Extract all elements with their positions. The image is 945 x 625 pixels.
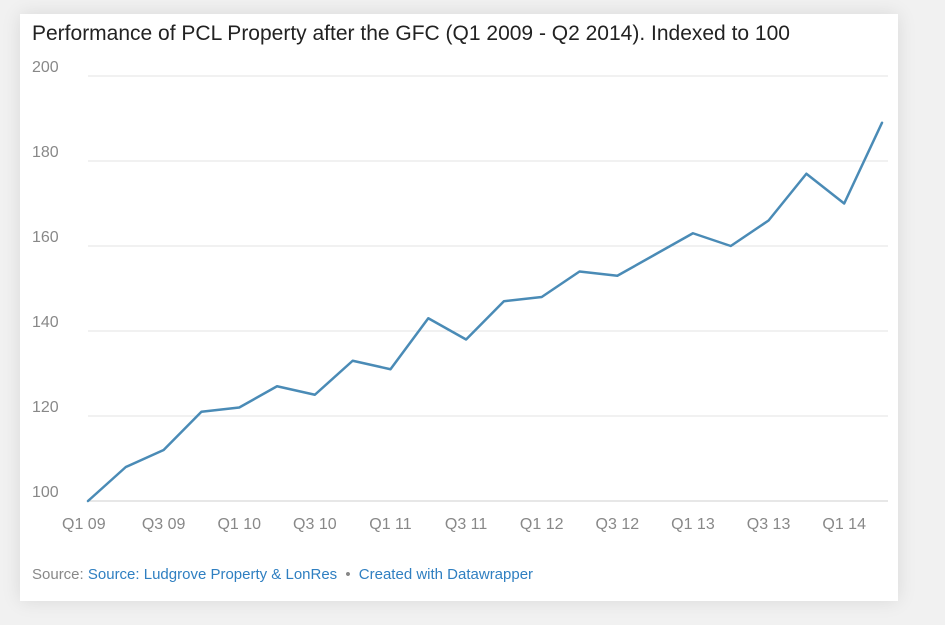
x-tick-label: Q1 12 (520, 516, 564, 533)
x-tick-label: Q1 14 (822, 516, 866, 533)
data-point[interactable] (385, 364, 395, 374)
y-tick-label: 200 (32, 59, 59, 76)
datawrapper-link[interactable]: Created with Datawrapper (358, 566, 534, 583)
source-link[interactable]: Source: Ludgrove Property & LonRes (87, 566, 338, 583)
data-point[interactable] (537, 292, 547, 302)
y-tick-label: 120 (32, 399, 59, 416)
x-tick-label: Q1 13 (671, 516, 715, 533)
data-point[interactable] (726, 241, 736, 251)
chart-footer: Source: Source: Ludgrove Property & LonR… (32, 566, 533, 583)
data-point[interactable] (159, 445, 169, 455)
data-point[interactable] (764, 216, 774, 226)
x-tick-label: Q1 09 (62, 516, 106, 533)
data-point[interactable] (461, 335, 471, 345)
data-point[interactable] (499, 296, 509, 306)
data-point[interactable] (650, 250, 660, 260)
footer-separator: • (345, 566, 351, 583)
data-point[interactable] (575, 267, 585, 277)
x-tick-label: Q3 09 (142, 516, 186, 533)
data-point[interactable] (348, 356, 358, 366)
data-point[interactable] (612, 271, 622, 281)
x-axis-ticks: Q1 09 Q3 09 Q1 10 Q3 10 Q1 11 Q3 11 Q1 12 Q3 12… (62, 516, 866, 533)
series-line-0 (86, 121, 884, 503)
x-tick-label: Q3 11 (445, 516, 488, 533)
x-tick-label: Q3 10 (293, 516, 337, 533)
grid-layer (88, 75, 888, 502)
data-point[interactable] (801, 169, 811, 179)
chart-title: Performance of PCL Property after the GF… (32, 22, 790, 45)
source-prefix: Source: (32, 566, 84, 583)
series-layer (83, 118, 887, 506)
y-tick-label: 160 (32, 229, 59, 246)
data-point[interactable] (272, 381, 282, 391)
data-point[interactable] (234, 403, 244, 413)
data-point[interactable] (877, 118, 887, 128)
data-point[interactable] (196, 407, 206, 417)
y-axis-ticks: 100 120 140 160 180 200 (32, 59, 59, 501)
data-point[interactable] (423, 313, 433, 323)
data-point[interactable] (310, 390, 320, 400)
x-tick-label: Q3 12 (596, 516, 640, 533)
y-tick-label: 100 (32, 484, 59, 501)
x-tick-label: Q3 13 (747, 516, 791, 533)
data-point[interactable] (121, 462, 131, 472)
chart-card: Performance of PCL Property after the GF… (20, 14, 898, 601)
x-tick-label: Q1 11 (369, 516, 412, 533)
y-tick-label: 180 (32, 144, 59, 161)
data-point[interactable] (688, 228, 698, 238)
x-tick-label: Q1 10 (217, 516, 261, 533)
data-point[interactable] (839, 199, 849, 209)
data-point[interactable] (83, 496, 93, 506)
y-tick-label: 140 (32, 314, 59, 331)
